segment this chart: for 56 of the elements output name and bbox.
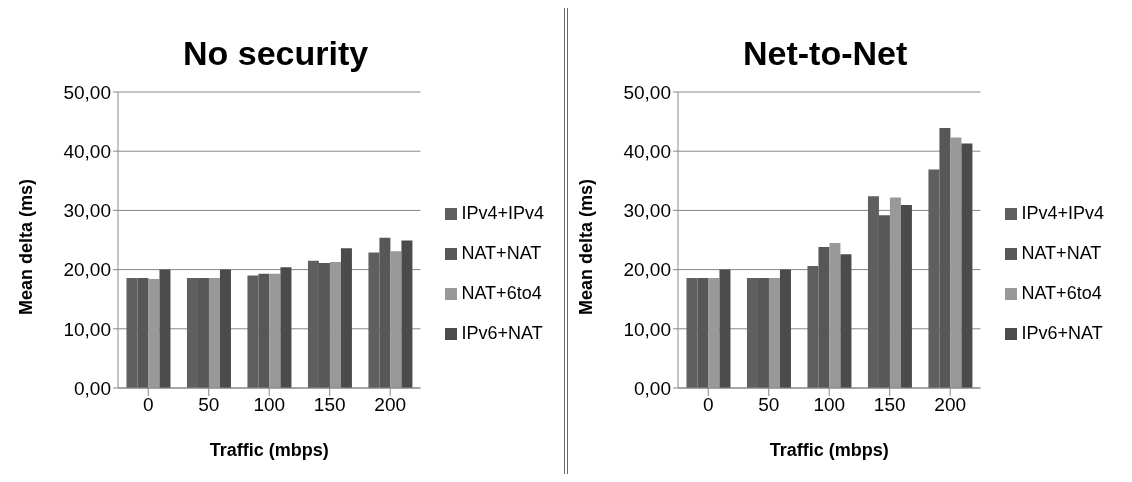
y-tick-label: 50,00: [63, 81, 111, 103]
y-tick-label: 30,00: [623, 200, 671, 222]
x-axis-title: Traffic (mbps): [769, 440, 889, 460]
bar: [889, 197, 901, 388]
bar: [390, 251, 402, 388]
x-tick-label: 50: [198, 394, 220, 416]
legend-label: IPv4+IPv4: [461, 203, 544, 223]
chart-title: Net-to-Net: [742, 33, 909, 74]
x-axis-title: Traffic (mbps): [209, 440, 329, 460]
x-tick-label: 200: [934, 394, 967, 416]
x-tick-label: 50: [758, 394, 780, 416]
bar: [961, 143, 973, 388]
x-tick-label: 100: [253, 394, 286, 416]
bar: [208, 277, 220, 388]
y-tick-label: 40,00: [623, 140, 671, 162]
x-tick-label: 0: [702, 394, 714, 416]
y-tick-label: 30,00: [63, 200, 111, 222]
chart-title: No security: [182, 33, 370, 74]
bar: [779, 269, 791, 388]
bar: [950, 137, 962, 388]
y-tick-label: 40,00: [63, 140, 111, 162]
bar: [829, 242, 841, 388]
bar: [340, 248, 352, 388]
bar: [840, 254, 852, 388]
bar: [768, 277, 780, 388]
legend-label: NAT+6to4: [1021, 283, 1102, 303]
bar: [269, 273, 281, 388]
x-tick-label: 0: [142, 394, 154, 416]
legend-label: NAT+NAT: [1021, 243, 1102, 263]
bar: [900, 205, 912, 388]
y-tick-label: 10,00: [623, 318, 671, 340]
bar: [708, 277, 720, 388]
y-tick-label: 10,00: [63, 318, 111, 340]
y-tick-label: 20,00: [623, 259, 671, 281]
bar: [219, 269, 231, 388]
legend-label: IPv6+NAT: [1021, 323, 1103, 343]
legend-label: IPv6+NAT: [461, 323, 543, 343]
bar: [719, 269, 731, 388]
y-tick-label: 50,00: [623, 81, 671, 103]
y-tick-label: 0,00: [634, 377, 671, 399]
y-axis-title: Mean delta (ms): [16, 178, 37, 315]
bar: [401, 240, 413, 388]
legend-label: IPv4+IPv4: [1021, 203, 1104, 223]
legend-label: NAT+NAT: [461, 243, 542, 263]
bar: [280, 267, 292, 388]
bar: [148, 279, 160, 388]
x-tick-label: 200: [374, 394, 407, 416]
x-tick-label: 150: [873, 394, 906, 416]
legend-label: NAT+6to4: [461, 283, 542, 303]
x-tick-label: 150: [313, 394, 346, 416]
y-tick-label: 20,00: [63, 259, 111, 281]
bar: [159, 269, 171, 388]
x-tick-label: 100: [813, 394, 846, 416]
bar: [329, 261, 341, 388]
y-axis-title: Mean delta (ms): [576, 178, 597, 315]
y-tick-label: 0,00: [74, 377, 111, 399]
